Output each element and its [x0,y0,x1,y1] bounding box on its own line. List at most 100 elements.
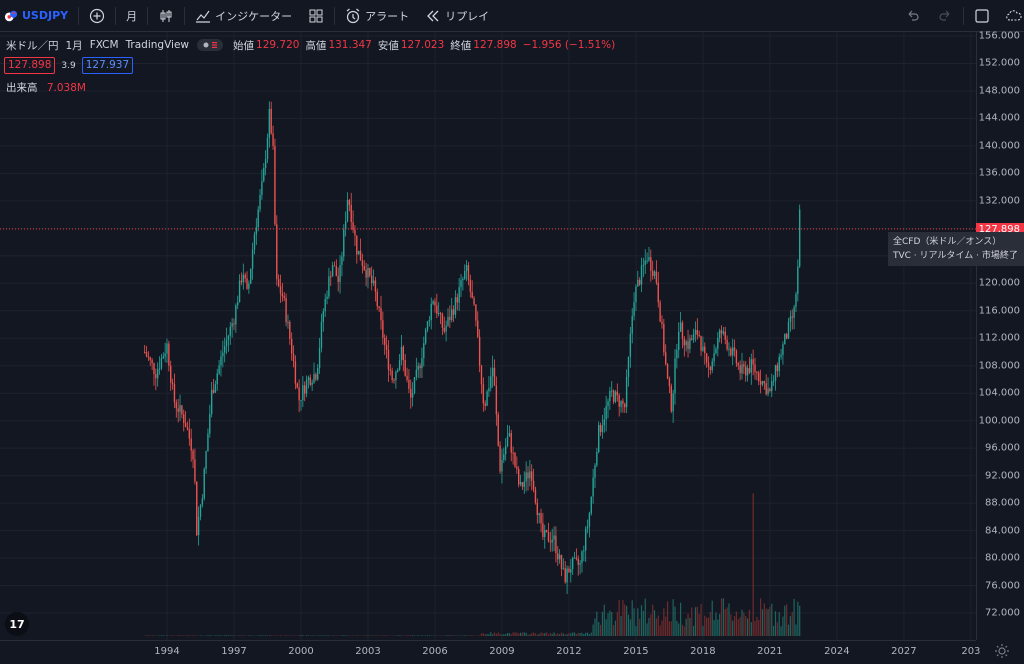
volume-bar [521,632,524,636]
volume-bar [497,632,499,636]
candle-body [661,321,663,325]
candle-body [181,405,183,415]
volume-bar [672,599,674,636]
alert-button[interactable]: アラート [337,0,417,32]
volume-bar [674,606,676,636]
candle-body [166,343,168,354]
time-axis[interactable]: 1994 1997 2000 2003 2006 2009 2012 2015 2018 2021… [0,640,980,664]
candle-body [514,452,516,467]
indicators-button[interactable]: インジケーター [187,0,300,32]
candle-body [158,368,161,370]
candle-body [462,278,464,281]
candle-body [421,358,423,368]
volume-bar [778,612,780,636]
candle-body [590,496,592,514]
candle-body [553,535,555,540]
volume-bar [732,620,734,636]
symbol-selector[interactable]: USDJPY [0,0,76,32]
price-axis[interactable]: 156.000 152.000 148.000 144.000 140.000 136.0… [976,31,1024,640]
ask-price-button[interactable]: 127.937 [81,57,134,74]
replay-label: リプレイ [445,9,490,23]
volume-bar [402,635,404,636]
volume-bar [564,634,566,636]
candle-body [268,109,271,138]
candle-body [251,249,254,269]
volume-bar [508,633,510,636]
candle-body [246,278,248,289]
change-value: −1.956 (−1.51%) [522,39,616,51]
tradingview-logo[interactable]: 17 [5,612,29,636]
volume-bar [486,634,488,636]
visibility-toggle[interactable] [197,39,224,51]
high-value: 131.347 [328,39,372,51]
candle-body [443,328,445,332]
top-toolbar: USDJPY 月 インジケーター [0,0,1024,32]
candle-body [186,427,189,430]
volume-bar [590,632,592,636]
candle-body [367,267,369,278]
candle-body [320,322,323,348]
volume-bar [456,635,458,636]
candle-body [785,334,788,339]
candle-body [456,297,458,303]
volume-bar [399,635,401,636]
volume-bar [428,635,430,636]
undo-button[interactable] [897,0,929,32]
candle-body [650,257,652,271]
compare-button[interactable] [81,0,113,32]
price-chart[interactable] [0,32,976,640]
templates-button[interactable] [300,0,332,32]
volume-bar [730,614,732,636]
cloud-save-button[interactable] [998,0,1024,32]
candle-body [516,466,518,470]
candle-body [709,366,712,370]
volume-bar [259,635,261,636]
volume-bar [145,635,148,636]
volume-bar [720,598,723,636]
bid-price-button[interactable]: 127.898 [4,57,56,74]
divider [963,7,964,25]
candle-body [292,353,295,362]
volume-bar [650,614,652,636]
candle-body [631,316,633,334]
layout-button[interactable] [966,0,998,32]
volume-bar [681,624,684,636]
candle-body [143,351,146,353]
candle-body [484,403,486,406]
candle-body [361,260,364,266]
volume-bar [490,632,492,636]
candle-body [333,265,336,267]
volume-bar [568,632,570,636]
open-value: 129.720 [256,39,300,51]
volume-bar [542,633,544,636]
chart-type-button[interactable] [150,0,182,32]
volume-bar [722,598,724,636]
candle-body [261,181,263,196]
candle-body [298,387,300,401]
volume-bar [741,609,743,636]
volume-bar [698,613,700,636]
candle-body [601,425,604,433]
candle-body [343,229,345,257]
volume-bar [307,635,310,636]
close-value: 127.898 [473,39,517,51]
candle-body [512,452,514,454]
candle-body [149,357,151,360]
volume-bar [573,632,576,636]
volume-bar [728,603,730,636]
replay-button[interactable]: リプレイ [417,0,497,32]
indicators-icon [196,10,211,23]
gear-icon[interactable] [993,642,1011,660]
volume-bar [713,620,715,636]
volume-bar [544,633,546,636]
undo-icon [908,10,919,21]
candle-body [428,319,431,322]
volume-bar [216,635,218,636]
candle-body [225,339,228,347]
redo-button[interactable] [929,0,961,32]
interval-button[interactable]: 月 [118,0,145,32]
volume-bar [160,635,163,636]
redo-icon [939,10,950,21]
volume-bar [607,613,609,636]
candle-body [797,266,799,295]
